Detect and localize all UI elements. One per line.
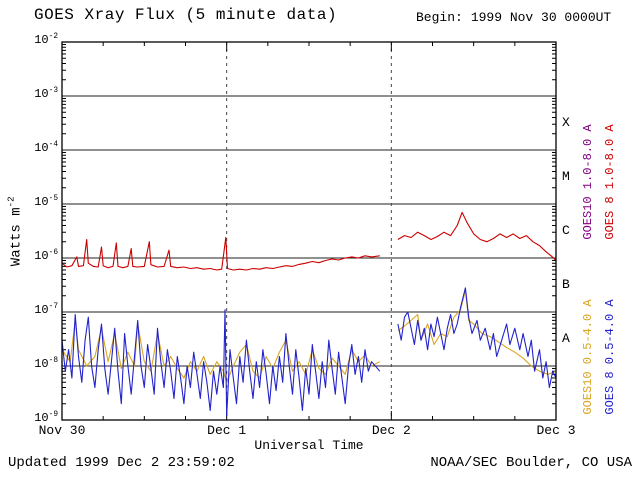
plot-border <box>61 41 557 421</box>
legend-goes10-1-0-8-0-a: GOES10 1.0-8.0 A <box>581 124 595 240</box>
x-tick-label: Dec 3 <box>536 423 576 438</box>
updated-timestamp: Updated 1999 Dec 2 23:59:02 <box>8 455 235 471</box>
legend-goes-8-0-5-4-0-a: GOES 8 0.5-4.0 A <box>603 299 617 415</box>
y-tick-label: 10-4 <box>34 141 58 155</box>
y-tick-label: 10-8 <box>34 357 58 371</box>
flare-class-label: C <box>562 223 570 238</box>
y-tick-label: 10-7 <box>34 303 58 317</box>
flare-class-label: B <box>562 277 570 292</box>
flare-class-label: M <box>562 169 570 184</box>
y-tick-label: 10-9 <box>34 411 58 425</box>
x-tick-label: Dec 1 <box>207 423 247 438</box>
series-goes-8-0-5-4-0-a <box>397 287 557 389</box>
series-goes-8-1-0-8-0-a <box>397 211 557 261</box>
series-goes-8-1-0-8-0-a <box>61 236 380 271</box>
series-goes-8-0-5-4-0-a <box>61 309 381 417</box>
begin-label: Begin: <box>416 10 463 25</box>
series-goes10-0-5-4-0-a <box>397 289 557 375</box>
legend-goes10-0-5-4-0-a: GOES10 0.5-4.0 A <box>581 299 595 415</box>
credit-text: NOAA/SEC Boulder, CO USA <box>430 455 632 471</box>
legend-goes-8-1-0-8-0-a: GOES 8 1.0-8.0 A <box>603 124 617 240</box>
x-tick-label: Nov 30 <box>38 423 86 438</box>
begin-time: Begin: 1999 Nov 30 0000UT <box>416 10 611 25</box>
y-axis-title: Watts m-2 <box>5 196 25 267</box>
begin-value: 1999 Nov 30 0000UT <box>470 10 612 25</box>
y-tick-label: 10-5 <box>34 195 58 209</box>
x-axis-title: Universal Time <box>254 438 364 453</box>
x-tick-label: Dec 2 <box>371 423 411 438</box>
flare-class-label: A <box>562 331 570 346</box>
y-tick-label: 10-2 <box>34 33 58 47</box>
y-tick-label: 10-3 <box>34 87 58 101</box>
y-tick-label: 10-6 <box>34 249 58 263</box>
page-title: GOES Xray Flux (5 minute data) <box>34 6 338 24</box>
flare-class-label: X <box>562 115 570 130</box>
